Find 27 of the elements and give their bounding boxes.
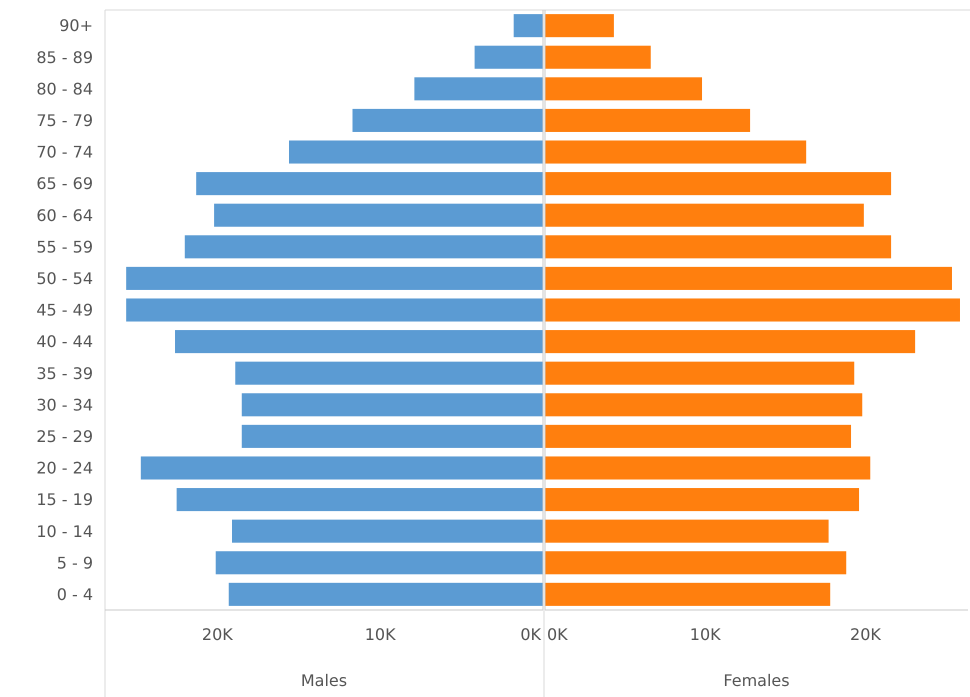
y-tick-label: 45 - 49 [36,300,93,320]
y-tick-label: 60 - 64 [36,206,93,225]
y-tick-label: 20 - 24 [36,458,93,478]
x-tick-label: 10K [690,625,722,644]
y-tick-label: 55 - 59 [36,237,93,256]
y-tick-label: 35 - 39 [36,364,93,383]
y-tick-label: 70 - 74 [36,142,93,162]
y-tick-label: 5 - 9 [56,553,93,572]
x-tick-label: 20K [202,625,234,644]
y-tick-label: 40 - 44 [36,332,93,352]
y-tick-label: 65 - 69 [36,174,93,194]
y-tick-label: 10 - 14 [36,522,93,541]
y-tick-label: 25 - 29 [36,426,93,446]
y-tick-label: 30 - 34 [36,395,93,414]
y-tick-label: 15 - 19 [36,490,93,510]
x-tick-label: 0K [547,625,568,644]
x-tick-label: 10K [364,625,396,644]
y-tick-label: 80 - 84 [36,79,93,98]
x-tick-label: 20K [850,625,882,644]
x-axis-title: Males [300,671,348,690]
y-tick-label: 50 - 54 [36,269,93,288]
y-tick-label: 90+ [59,16,93,36]
x-tick-label: 0K [520,625,542,644]
y-tick-label: 0 - 4 [56,584,93,604]
x-axis-title: Females [723,671,790,690]
y-tick-label: 85 - 89 [36,48,93,67]
y-tick-label: 75 - 79 [36,111,93,130]
